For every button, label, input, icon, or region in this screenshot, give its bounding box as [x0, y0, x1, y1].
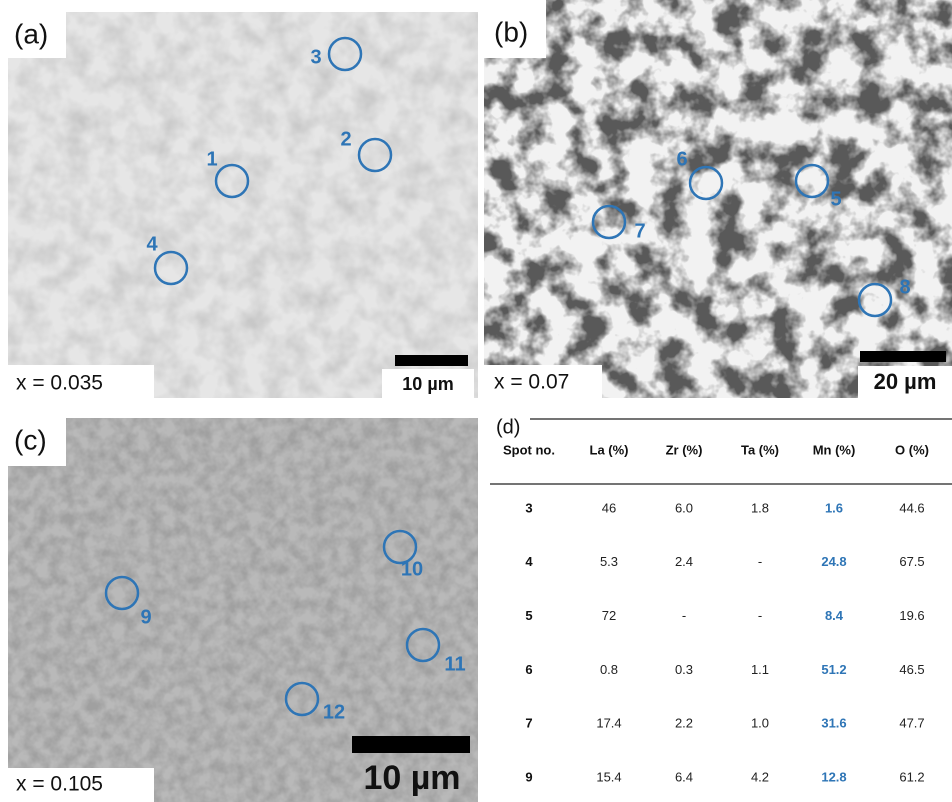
table-cell: 24.8: [821, 554, 846, 569]
table-cell: 6: [525, 662, 532, 677]
scale-bar: [395, 355, 468, 366]
spot-label: 3: [310, 46, 321, 68]
table-cell: 19.6: [899, 608, 924, 623]
table-cell: 12.8: [821, 769, 846, 784]
figure: (a)x = 0.03510 µm1234(b)x = 0.0720 µm567…: [0, 0, 952, 802]
table-header: Spot no.: [503, 442, 555, 457]
table-cell: -: [758, 554, 762, 569]
panel-label: (b): [494, 16, 528, 47]
table-cell: 0.8: [600, 662, 618, 677]
table-cell: 17.4: [596, 716, 621, 731]
table-cell: 51.2: [821, 662, 846, 677]
spot-label: 12: [323, 701, 345, 723]
spot-label: 9: [140, 606, 151, 628]
table-cell: 4: [525, 554, 533, 569]
composition-label: x = 0.105: [16, 773, 103, 796]
table-header: Zr (%): [666, 442, 703, 457]
table-cell: 72: [602, 608, 616, 623]
table-cell: 47.7: [899, 716, 924, 731]
table-cell: 44.6: [899, 500, 924, 515]
table-cell: -: [758, 608, 762, 623]
spot-label: 6: [676, 148, 687, 170]
table-cell: 6.4: [675, 769, 693, 784]
spot-label: 4: [146, 233, 158, 255]
spot-label: 8: [899, 276, 910, 298]
scale-bar: [352, 736, 470, 753]
table-cell: 2.4: [675, 554, 693, 569]
spot-label: 7: [634, 220, 645, 242]
table-cell: 46: [602, 500, 616, 515]
table-cell: 9: [525, 769, 532, 784]
table-cell: 5: [525, 608, 532, 623]
sem-image-b: [484, 0, 952, 398]
table-header: O (%): [895, 442, 929, 457]
table-cell: 5.3: [600, 554, 618, 569]
scale-label: 20 µm: [874, 369, 937, 394]
table-header: La (%): [590, 442, 629, 457]
table-cell: 1.8: [751, 500, 769, 515]
scale-label: 10 µm: [402, 374, 453, 394]
table-cell: -: [682, 608, 686, 623]
table-cell: 1.0: [751, 716, 769, 731]
scale-bar: [860, 351, 946, 362]
table-header: Ta (%): [741, 442, 779, 457]
spot-label: 2: [340, 128, 351, 150]
table-cell: 8.4: [825, 608, 844, 623]
composition-label: x = 0.035: [16, 372, 103, 395]
spot-label: 1: [206, 148, 217, 170]
table-cell: 6.0: [675, 500, 693, 515]
table-label: (d): [496, 416, 520, 438]
table-cell: 61.2: [899, 769, 924, 784]
table-cell: 46.5: [899, 662, 924, 677]
table-cell: 0.3: [675, 662, 693, 677]
table-cell: 7: [525, 716, 532, 731]
panel-label: (a): [14, 18, 48, 49]
table-cell: 15.4: [596, 769, 621, 784]
sem-image-a: [8, 12, 478, 398]
table-cell: 31.6: [821, 716, 846, 731]
spot-label: 10: [401, 558, 423, 580]
table-cell: 67.5: [899, 554, 924, 569]
table-cell: 4.2: [751, 769, 769, 784]
table-cell: 1.6: [825, 500, 843, 515]
table-cell: 2.2: [675, 716, 693, 731]
table-cell: 1.1: [751, 662, 769, 677]
table-cell: 3: [525, 500, 532, 515]
composition-label: x = 0.07: [494, 371, 569, 394]
spot-label: 11: [444, 653, 465, 675]
panel-label: (c): [14, 424, 47, 455]
table-header: Mn (%): [813, 442, 856, 457]
scale-label: 10 µm: [363, 759, 460, 797]
spot-label: 5: [830, 188, 841, 210]
